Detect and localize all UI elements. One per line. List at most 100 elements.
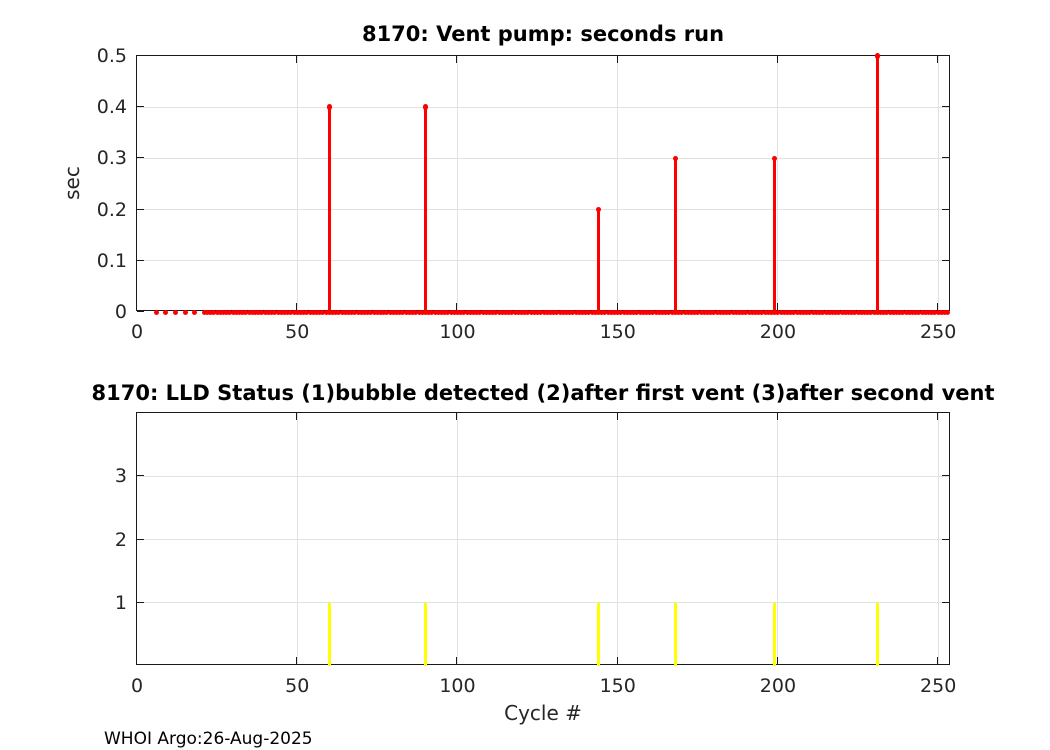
x-tick-label: 200 [759, 321, 797, 343]
zero-value-dot [381, 309, 387, 315]
zero-value-dot [656, 309, 662, 315]
zero-value-dot [861, 309, 867, 315]
zero-value-dot [304, 309, 310, 315]
zero-value-dot [929, 309, 935, 315]
zero-value-dot [599, 309, 605, 315]
x-tick-mark [296, 303, 298, 310]
zero-value-dot [217, 309, 223, 315]
stem-marker [595, 206, 602, 213]
zero-value-dot [237, 309, 243, 315]
zero-value-dot [243, 309, 249, 315]
x-tick-label: 100 [439, 321, 476, 343]
zero-value-dot [624, 309, 630, 315]
zero-value-dot [724, 309, 730, 315]
zero-value-dot [163, 309, 169, 315]
zero-value-dot [153, 309, 159, 315]
zero-value-dot [666, 309, 672, 315]
zero-value-dot [640, 309, 646, 315]
zero-value-dot [390, 309, 396, 315]
zero-value-dot [211, 309, 217, 315]
x-tick-mark-top [776, 56, 778, 63]
zero-value-dot [422, 309, 428, 315]
stem-line [875, 56, 879, 312]
x-tick-mark-top [616, 413, 618, 420]
y-tick-mark-right [942, 55, 949, 56]
zero-value-dot [538, 309, 544, 315]
zero-value-dot [182, 309, 188, 315]
zero-value-dot [294, 309, 300, 315]
zero-value-dot [451, 309, 457, 315]
zero-value-dot [820, 309, 826, 315]
zero-value-dot [785, 309, 791, 315]
y-tick-mark-right [942, 475, 949, 477]
zero-value-dot [233, 309, 239, 315]
zero-value-dot [480, 309, 486, 315]
x-tick-mark-top [616, 56, 618, 63]
zero-value-dot [714, 309, 720, 315]
zero-value-dot [839, 309, 845, 315]
y-tick-mark [137, 208, 144, 210]
zero-value-dot [769, 309, 775, 315]
x-tick-label: 0 [130, 675, 144, 697]
zero-value-dot [916, 309, 922, 315]
zero-value-dot [759, 309, 765, 315]
y-tick-mark-right [942, 106, 949, 108]
vent-pump-plot-title: 8170: Vent pump: seconds run [361, 22, 725, 46]
zero-value-dot [708, 309, 714, 315]
y-tick-mark [137, 311, 144, 312]
zero-value-dot [628, 309, 634, 315]
y-tick-label: 2 [114, 528, 127, 551]
zero-value-dot [871, 309, 877, 315]
zero-value-dot [804, 309, 810, 315]
y-tick-label: 1 [114, 591, 127, 614]
zero-value-dot [717, 309, 723, 315]
zero-value-dot [285, 309, 291, 315]
y-tick-mark [137, 259, 144, 261]
zero-value-dot [884, 309, 890, 315]
zero-value-dot [339, 309, 345, 315]
zero-value-dot [621, 309, 627, 315]
zero-value-dot [829, 309, 835, 315]
zero-value-dot [868, 309, 874, 315]
zero-value-dot [602, 309, 608, 315]
zero-value-dot [333, 309, 339, 315]
zero-value-dot [400, 309, 406, 315]
stem-line [327, 602, 331, 666]
zero-value-dot [573, 309, 579, 315]
lld-status-plot-title: 8170: LLD Status (1)bubble detected (2)a… [91, 381, 995, 405]
y-tick-mark-right [942, 157, 949, 159]
zero-value-dot [595, 309, 601, 315]
zero-value-dot [531, 309, 537, 315]
zero-value-dot [672, 309, 678, 315]
zero-value-dot [320, 309, 326, 315]
stem-line [773, 602, 777, 666]
x-tick-label: 150 [599, 321, 636, 343]
zero-value-dot [801, 309, 807, 315]
zero-value-dot [650, 309, 656, 315]
zero-value-dot [813, 309, 819, 315]
x-tick-mark [136, 303, 137, 310]
stem-line [596, 602, 600, 666]
zero-value-dot [413, 309, 419, 315]
stem-line [423, 107, 427, 312]
zero-value-dot [442, 309, 448, 315]
x-tick-mark-top [296, 56, 298, 63]
stem-line [773, 158, 777, 312]
zero-value-dot [836, 309, 842, 315]
y-tick-mark-right [942, 601, 949, 603]
zero-value-dot [615, 309, 621, 315]
zero-value-dot [461, 309, 467, 315]
zero-value-dot [592, 309, 598, 315]
zero-value-dot [329, 309, 335, 315]
zero-value-dot [522, 309, 528, 315]
zero-value-dot [833, 309, 839, 315]
zero-value-dot [676, 309, 682, 315]
y-gridline [137, 157, 949, 159]
zero-value-dot [551, 309, 557, 315]
zero-value-dot [544, 309, 550, 315]
zero-value-dot [519, 309, 525, 315]
zero-value-dot [810, 309, 816, 315]
zero-value-dot [608, 309, 614, 315]
stem-line [673, 602, 677, 666]
